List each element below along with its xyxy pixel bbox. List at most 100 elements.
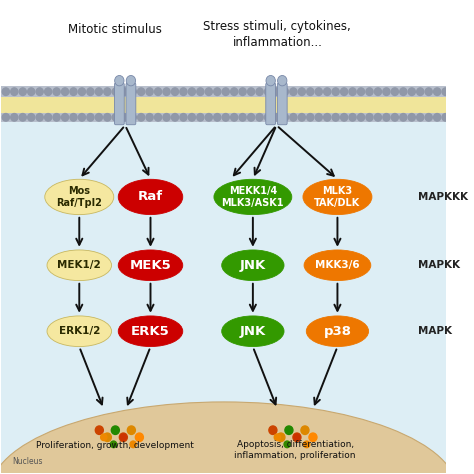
Text: Mitotic stimulus: Mitotic stimulus <box>68 23 162 36</box>
Circle shape <box>298 114 305 121</box>
Circle shape <box>231 114 238 121</box>
Circle shape <box>180 88 187 95</box>
Circle shape <box>256 88 263 95</box>
Circle shape <box>309 433 317 441</box>
Circle shape <box>137 114 145 121</box>
Circle shape <box>155 88 162 95</box>
Circle shape <box>130 441 136 447</box>
Circle shape <box>45 88 52 95</box>
Circle shape <box>27 114 35 121</box>
Circle shape <box>277 433 285 441</box>
Circle shape <box>121 114 128 121</box>
Circle shape <box>205 88 212 95</box>
Text: MEK1/2: MEK1/2 <box>57 260 101 270</box>
Circle shape <box>417 114 424 121</box>
Circle shape <box>290 88 297 95</box>
Bar <box>1 113 447 121</box>
Circle shape <box>110 441 117 447</box>
Ellipse shape <box>45 179 114 215</box>
Circle shape <box>197 88 204 95</box>
Circle shape <box>172 114 179 121</box>
Ellipse shape <box>47 250 111 281</box>
Circle shape <box>383 114 390 121</box>
Circle shape <box>62 88 69 95</box>
Circle shape <box>180 114 187 121</box>
Circle shape <box>282 114 289 121</box>
Circle shape <box>27 88 35 95</box>
Circle shape <box>425 114 432 121</box>
Circle shape <box>172 88 179 95</box>
Circle shape <box>136 433 143 441</box>
Ellipse shape <box>214 179 292 215</box>
Ellipse shape <box>115 75 124 86</box>
Circle shape <box>137 88 145 95</box>
Circle shape <box>53 88 60 95</box>
Ellipse shape <box>118 250 183 281</box>
Ellipse shape <box>304 250 371 281</box>
Text: MAPKK: MAPKK <box>418 260 460 270</box>
Circle shape <box>2 88 9 95</box>
Circle shape <box>273 114 280 121</box>
Circle shape <box>269 426 277 435</box>
Bar <box>1 86 447 473</box>
Circle shape <box>100 434 107 440</box>
Circle shape <box>112 88 119 95</box>
Circle shape <box>70 114 77 121</box>
Circle shape <box>442 88 449 95</box>
Circle shape <box>247 88 255 95</box>
Circle shape <box>392 88 399 95</box>
Circle shape <box>264 88 272 95</box>
FancyBboxPatch shape <box>126 83 136 125</box>
Ellipse shape <box>118 179 183 215</box>
Circle shape <box>332 88 339 95</box>
Circle shape <box>222 88 229 95</box>
Ellipse shape <box>118 316 183 346</box>
Circle shape <box>332 114 339 121</box>
FancyBboxPatch shape <box>114 83 124 125</box>
Circle shape <box>120 434 127 440</box>
Circle shape <box>11 88 18 95</box>
Circle shape <box>301 426 309 435</box>
Circle shape <box>155 114 162 121</box>
Text: MKK3/6: MKK3/6 <box>315 260 360 270</box>
Circle shape <box>87 114 94 121</box>
FancyBboxPatch shape <box>277 83 287 125</box>
Circle shape <box>103 433 111 441</box>
Circle shape <box>349 114 356 121</box>
Circle shape <box>104 88 111 95</box>
Circle shape <box>95 88 102 95</box>
Circle shape <box>239 114 246 121</box>
Circle shape <box>442 114 449 121</box>
Circle shape <box>256 114 263 121</box>
Circle shape <box>119 433 128 441</box>
Circle shape <box>408 88 415 95</box>
Circle shape <box>129 88 136 95</box>
Circle shape <box>340 88 347 95</box>
Circle shape <box>349 88 356 95</box>
Ellipse shape <box>222 316 284 346</box>
Circle shape <box>434 114 441 121</box>
Ellipse shape <box>222 250 284 281</box>
Circle shape <box>324 88 331 95</box>
Circle shape <box>425 88 432 95</box>
Circle shape <box>357 88 365 95</box>
Circle shape <box>298 88 305 95</box>
Circle shape <box>247 114 255 121</box>
Circle shape <box>95 114 102 121</box>
Circle shape <box>304 441 310 447</box>
Circle shape <box>62 114 69 121</box>
Text: JNK: JNK <box>240 259 266 272</box>
Circle shape <box>340 114 347 121</box>
Circle shape <box>307 88 314 95</box>
FancyBboxPatch shape <box>266 83 275 125</box>
Circle shape <box>357 114 365 121</box>
Circle shape <box>214 88 221 95</box>
Circle shape <box>392 114 399 121</box>
Text: MAPK: MAPK <box>418 326 452 336</box>
Circle shape <box>163 88 170 95</box>
Circle shape <box>53 114 60 121</box>
Circle shape <box>45 114 52 121</box>
Circle shape <box>285 426 293 435</box>
Bar <box>1 1 447 86</box>
Text: Proliferation, growth, development: Proliferation, growth, development <box>36 441 194 450</box>
